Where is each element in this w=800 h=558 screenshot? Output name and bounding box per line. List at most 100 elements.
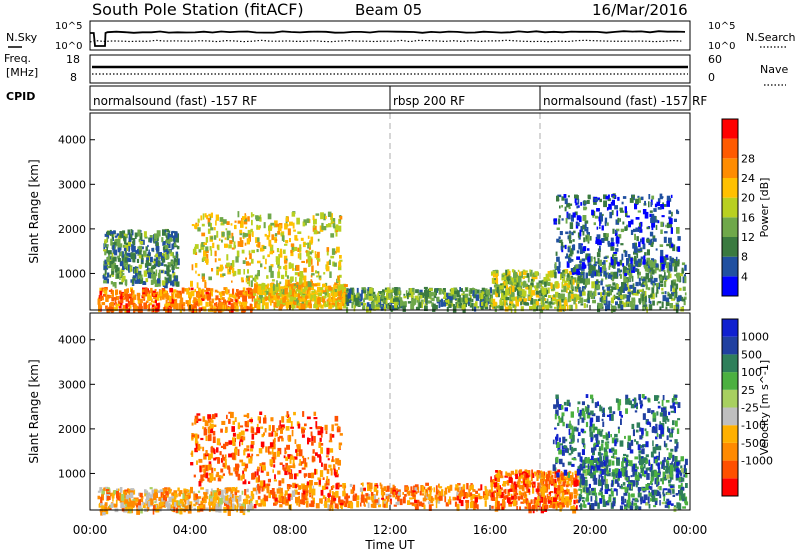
power-cell: [572, 245, 575, 251]
power-cell: [238, 296, 241, 299]
velocity-cell: [683, 474, 685, 477]
power-cell: [215, 295, 218, 300]
velocity-cell: [198, 496, 201, 499]
power-cell: [273, 284, 275, 291]
velocity-cell: [537, 496, 540, 501]
power-cell: [556, 281, 558, 287]
power-cell: [319, 278, 321, 281]
power-cell: [582, 264, 586, 270]
power-cell: [286, 217, 289, 221]
power-cell: [267, 284, 269, 287]
power-cell: [643, 209, 647, 214]
velocity-cell: [531, 482, 534, 484]
power-cell: [172, 270, 174, 273]
velocity-cell: [521, 492, 523, 495]
velocity-cell: [397, 496, 400, 501]
power-cell: [457, 304, 459, 309]
velocity-cell: [509, 477, 513, 483]
power-cell: [419, 296, 421, 302]
power-cell: [667, 267, 669, 270]
power-cell: [205, 213, 207, 217]
velocity-cell: [653, 505, 656, 507]
power-cell: [620, 274, 622, 279]
power-cell: [625, 206, 627, 213]
velocity-cell: [663, 466, 665, 470]
power-cell: [505, 270, 507, 276]
power-cell: [127, 258, 130, 262]
power-cell: [505, 307, 509, 312]
power-cell: [119, 290, 122, 294]
velocity-cell: [244, 489, 246, 495]
velocity-cell: [312, 489, 316, 496]
power-cell: [581, 303, 584, 305]
power-cell: [638, 298, 640, 303]
power-cell: [463, 291, 465, 294]
velocity-cell: [553, 479, 555, 484]
velocity-cell: [671, 503, 674, 506]
velocity-cell: [566, 485, 569, 488]
power-cell: [599, 227, 601, 229]
power-cell: [215, 220, 217, 225]
power-cell: [582, 287, 584, 291]
power-cell: [169, 296, 172, 302]
power-cell: [628, 292, 631, 295]
power-cell: [317, 252, 320, 258]
power-cell: [437, 297, 439, 302]
velocity-cell: [214, 492, 218, 497]
power-cell: [657, 302, 659, 306]
power-cell: [557, 228, 560, 231]
power-cell: [265, 259, 267, 265]
power-cell: [205, 259, 209, 263]
velocity-cell: [658, 482, 660, 485]
velocity-cell: [360, 503, 362, 507]
power-cell: [162, 258, 164, 263]
power-cell: [103, 294, 106, 297]
power-colorbar-tick: 20: [741, 192, 755, 205]
power-cell: [660, 194, 663, 199]
power-cell: [648, 201, 650, 207]
power-cell: [593, 264, 597, 266]
velocity-cell: [591, 503, 595, 510]
velocity-cell: [370, 489, 372, 491]
power-cell: [649, 214, 651, 217]
velocity-cell: [407, 500, 410, 505]
power-cell: [130, 267, 132, 272]
power-cell: [297, 231, 301, 234]
freq-tick-bottom: 8: [70, 71, 77, 84]
power-cell: [215, 251, 217, 257]
power-cell: [237, 269, 240, 275]
power-cell: [288, 228, 291, 235]
power-cell: [671, 280, 674, 285]
power-cell: [395, 292, 398, 296]
power-cell: [577, 223, 580, 227]
velocity-cell: [470, 496, 473, 501]
power-cell: [642, 262, 645, 265]
velocity-cell: [157, 506, 159, 509]
power-cell: [664, 231, 668, 233]
velocity-cell: [428, 487, 431, 490]
power-cell: [621, 254, 623, 261]
velocity-cell: [169, 503, 171, 509]
power-cell: [211, 268, 213, 272]
power-cell: [661, 288, 663, 291]
freq-label-line2: [MHz]: [6, 66, 38, 79]
velocity-cell: [254, 504, 257, 508]
power-cell: [624, 273, 627, 276]
power-cell: [577, 271, 580, 275]
power-cell: [584, 299, 587, 302]
power-cell: [293, 286, 296, 288]
power-cell: [653, 238, 657, 242]
power-cell: [589, 265, 593, 270]
power-colorbar-swatch: [722, 276, 738, 296]
power-cell: [150, 257, 153, 262]
power-cell: [602, 287, 604, 289]
velocity-cell: [547, 497, 549, 499]
power-cell: [566, 218, 568, 224]
power-cell: [569, 235, 571, 242]
power-cell: [299, 298, 301, 302]
power-cell: [115, 236, 118, 238]
power-cell: [327, 291, 329, 297]
power-cell: [157, 278, 160, 283]
velocity-cell: [209, 505, 211, 512]
power-cell: [313, 304, 316, 308]
